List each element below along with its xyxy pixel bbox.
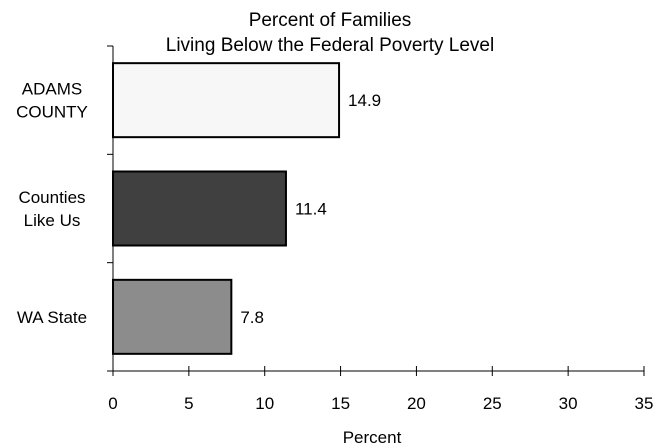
x-axis-label: Percent <box>343 428 402 447</box>
x-tick-label: 35 <box>635 394 654 413</box>
bar-0 <box>112 62 341 139</box>
x-tick-label: 15 <box>331 394 350 413</box>
x-tick-label: 30 <box>559 394 578 413</box>
chart-bars <box>112 62 341 355</box>
x-tick-label: 5 <box>184 394 193 413</box>
chart-axes: 0 5 10 15 20 25 30 35 <box>107 45 654 413</box>
bar-1 <box>112 170 287 247</box>
x-tick-label: 0 <box>108 394 117 413</box>
category-label-0-line-2: COUNTY <box>16 103 88 122</box>
value-label-0: 14.9 <box>348 91 381 110</box>
category-label-1-line-1: Counties <box>18 188 85 207</box>
category-label-0-line-1: ADAMS <box>22 80 82 99</box>
bar-2 <box>112 278 233 355</box>
chart-labels: 14.9 ADAMS COUNTY 11.4 Counties Like Us 7.8 WA … <box>16 80 381 327</box>
chart-title: Percent of Families Living Below the Fede… <box>166 10 494 56</box>
chart-title-line-2: Living Below the Federal Poverty Level <box>166 35 494 56</box>
x-tick-label: 20 <box>407 394 426 413</box>
category-label-2-line-1: WA State <box>17 308 87 327</box>
x-tick-label: 25 <box>483 394 502 413</box>
chart-title-line-1: Percent of Families <box>249 10 412 31</box>
value-label-2: 7.8 <box>240 308 264 327</box>
category-label-1-line-2: Like Us <box>24 211 81 230</box>
value-label-1: 11.4 <box>295 200 327 219</box>
x-tick-label: 10 <box>255 394 274 413</box>
